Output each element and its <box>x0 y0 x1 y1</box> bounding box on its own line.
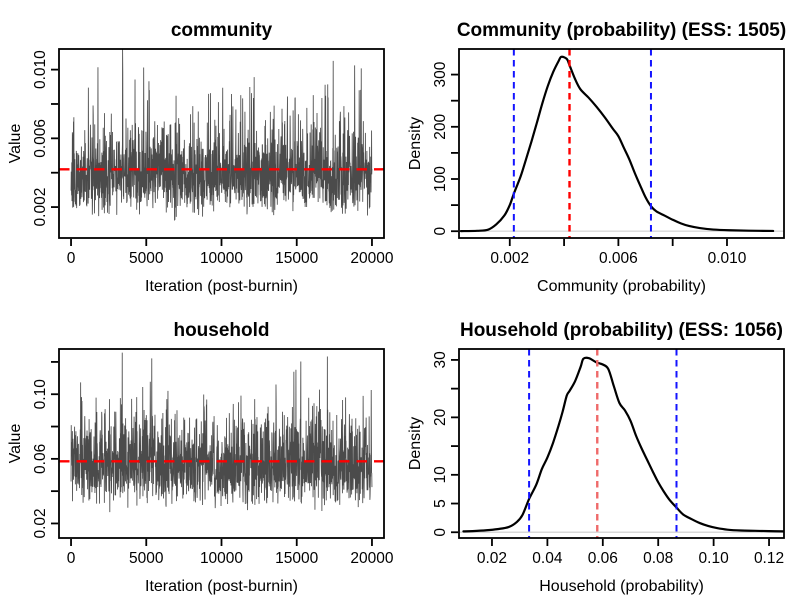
trace_household-ylabel: Value <box>7 424 24 464</box>
trace_community-xlabel: Iteration (post-burnin) <box>145 278 298 295</box>
y-tick-label: 0.02 <box>32 508 49 538</box>
x-tick-label: 15000 <box>275 550 318 567</box>
density-plot-community: 0.002 0.006 0.010 0 100 200 300 Community (prob… <box>407 20 786 295</box>
y-tick-label: 0.006 <box>32 119 49 158</box>
plot-border <box>58 48 385 239</box>
trace_household-xlabel: Iteration (post-burnin) <box>145 578 298 595</box>
density_community-ylabel: Density <box>407 117 424 170</box>
x-tick-label: 5000 <box>129 250 164 267</box>
x-tick-label: 0.12 <box>754 550 784 567</box>
trace_household-title: household <box>173 320 269 341</box>
x-tick-label: 0.002 <box>490 250 529 267</box>
plot-border <box>458 48 785 239</box>
density-plot-household: 0.02 0.04 0.06 0.08 0.10 0.12 0 5 10 20 30 Househol… <box>407 320 785 595</box>
trace-plot-community: 0 5000 10000 15000 20000 0.002 0.006 0.010 commu… <box>7 20 394 295</box>
x-tick-label: 0 <box>67 550 76 567</box>
density_household-plot-area <box>459 349 784 538</box>
density_household-ylabel: Density <box>407 417 424 470</box>
trace-line <box>70 49 373 221</box>
y-tick-label: 30 <box>432 351 449 369</box>
trace-line <box>70 352 373 513</box>
density_community-plot-area <box>459 49 784 238</box>
density-curve <box>459 55 775 233</box>
x-tick-label: 0.08 <box>643 550 673 567</box>
x-tick-label: 0.006 <box>599 250 638 267</box>
plot-border <box>458 348 785 539</box>
x-tick-label: 0.06 <box>588 550 618 567</box>
trace_community-ylabel: Value <box>7 124 24 164</box>
y-tick-label: 100 <box>432 166 449 192</box>
x-tick-label: 20000 <box>350 550 393 567</box>
y-tick-label: 10 <box>432 466 449 484</box>
x-tick-label: 20000 <box>350 250 393 267</box>
y-tick-label: 5 <box>432 499 449 508</box>
x-tick-label: 0 <box>67 250 76 267</box>
y-tick-label: 0 <box>432 227 449 236</box>
y-tick-label: 200 <box>432 113 449 139</box>
trace_community-title: community <box>171 20 273 41</box>
y-tick-label: 0.002 <box>32 188 49 227</box>
y-tick-label: 20 <box>432 408 449 426</box>
y-tick-label: 0.10 <box>32 379 49 410</box>
density_community-title: Community (probability) (ESS: 1505) <box>457 20 786 41</box>
x-tick-label: 0.04 <box>532 550 563 567</box>
y-tick-label: 0 <box>432 528 449 537</box>
trace-plot-household: 0 5000 10000 15000 20000 0.02 0.06 0.10 househol… <box>7 320 394 595</box>
x-tick-label: 0.02 <box>477 550 507 567</box>
density_household-xlabel: Household (probability) <box>539 578 704 595</box>
x-tick-label: 5000 <box>129 550 164 567</box>
x-tick-label: 15000 <box>275 250 318 267</box>
y-tick-label: 0.010 <box>32 50 49 89</box>
x-tick-label: 0.010 <box>708 250 747 267</box>
y-tick-label: 0.06 <box>32 444 49 474</box>
density_household-title: Household (probability) (ESS: 1056) <box>460 320 783 341</box>
y-tick-label: 300 <box>432 61 449 87</box>
x-tick-label: 0.10 <box>699 550 730 567</box>
x-tick-label: 10000 <box>200 550 243 567</box>
trace_community-plot-area <box>59 49 384 221</box>
density-curve <box>462 356 784 533</box>
plot-border <box>58 348 385 539</box>
trace_household-plot-area <box>59 352 384 513</box>
density_community-xlabel: Community (probability) <box>537 278 706 295</box>
x-tick-label: 10000 <box>200 250 243 267</box>
